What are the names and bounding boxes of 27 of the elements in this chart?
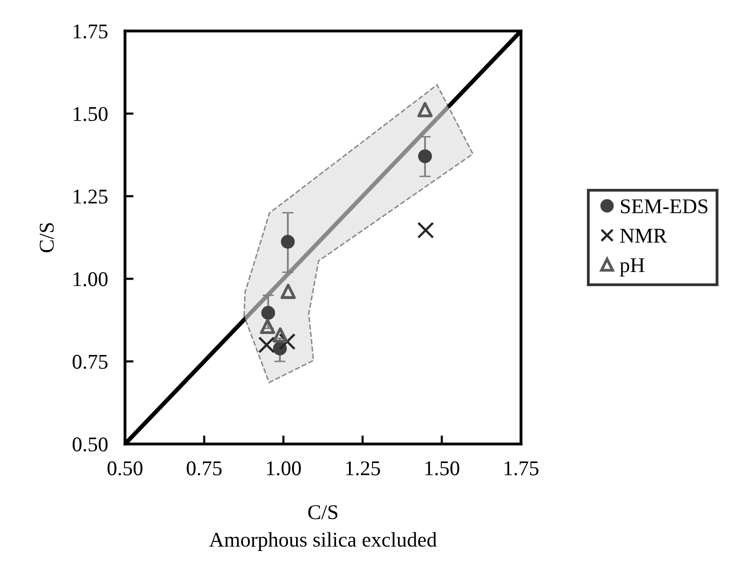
y-tick-label: 0.50 bbox=[72, 437, 108, 452]
y-axis-title: C/S bbox=[40, 223, 54, 252]
x-tick-label: 1.75 bbox=[504, 461, 538, 476]
point bbox=[417, 222, 434, 239]
point bbox=[417, 102, 433, 118]
point bbox=[260, 318, 276, 334]
legend-label: pH bbox=[620, 258, 644, 276]
point bbox=[261, 306, 276, 320]
x-axis-title: C/S Amorphous silica excluded bbox=[209, 505, 437, 552]
x-tick-label: 0.75 bbox=[186, 461, 222, 476]
y-tick-label: 1.00 bbox=[74, 272, 108, 286]
y-tick-label: 1.75 bbox=[74, 24, 108, 39]
point bbox=[418, 149, 432, 164]
legend-label: SEM-EDS bbox=[620, 199, 708, 214]
x-tick-label: 1.25 bbox=[346, 461, 380, 476]
point bbox=[278, 333, 296, 350]
point bbox=[258, 336, 276, 354]
y-tick-label: 1.50 bbox=[74, 106, 108, 122]
point bbox=[280, 234, 295, 249]
point bbox=[272, 327, 288, 343]
y-tick-label: 0.75 bbox=[72, 354, 108, 369]
y-tick-label: 1.25 bbox=[74, 190, 108, 204]
x-tick-label: 1.00 bbox=[267, 461, 301, 476]
x-tick-label: 1.50 bbox=[425, 461, 460, 476]
point bbox=[280, 284, 296, 299]
legend-label: NMR bbox=[620, 228, 668, 243]
x-tick-label: 0.50 bbox=[108, 461, 142, 476]
